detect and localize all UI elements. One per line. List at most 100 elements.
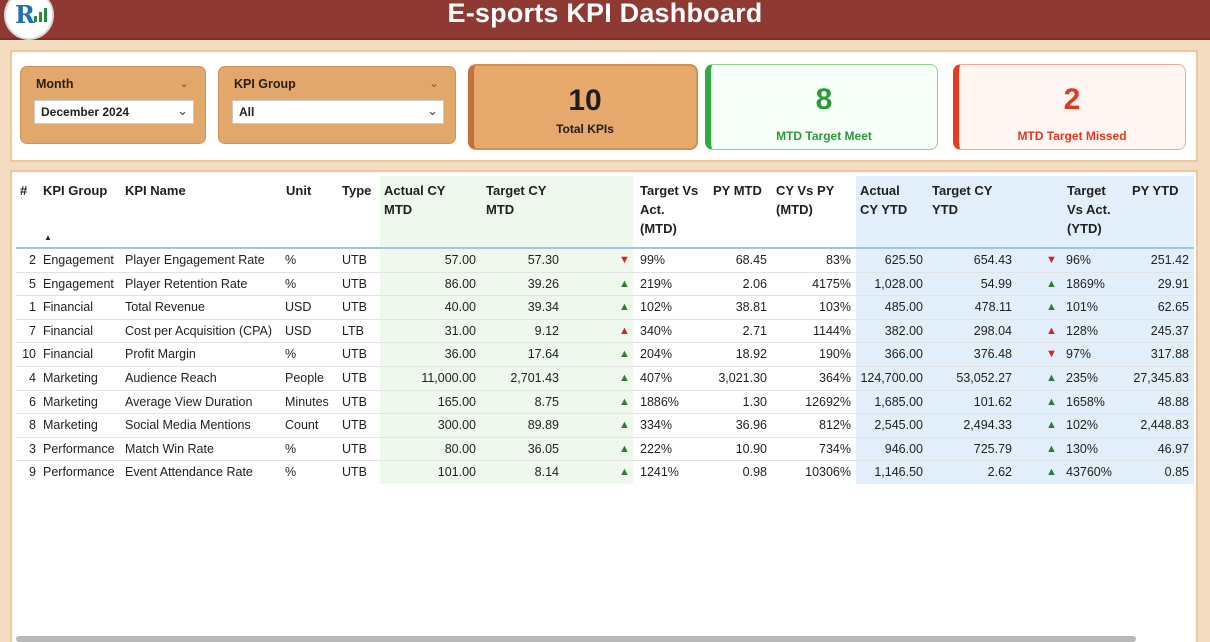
- cell-target-vs-act-mtd: 1241%: [640, 465, 679, 480]
- cell-actual-cy-ytd: 946.00: [884, 441, 923, 456]
- table-row[interactable]: 5 Engagement Player Retention Rate% UTB 86.0…: [16, 273, 1194, 297]
- cell-py-ytd: 317.88: [1150, 347, 1189, 362]
- cell-py-mtd: 3,021.30: [718, 370, 767, 385]
- cell-py-ytd: 27,345.83: [1133, 370, 1189, 385]
- cell-kpi-name: Player Retention Rate: [125, 276, 248, 291]
- col-header-target-vs-act-ytd[interactable]: Target Vs Act. (YTD): [1067, 183, 1111, 236]
- cell-type: UTB: [342, 370, 367, 385]
- table-row[interactable]: 3 Performance Match Win Rate% UTB 80.00 36.05…: [16, 438, 1194, 462]
- cell-unit: People: [285, 370, 324, 385]
- up-arrow-icon: ▲: [1046, 442, 1057, 455]
- col-header-kpi-group[interactable]: KPI Group: [43, 183, 108, 198]
- cell-target-cy-mtd: 39.34: [527, 300, 559, 315]
- cell-target-vs-act-ytd: 130%: [1066, 441, 1098, 456]
- cell-target-vs-act-ytd: 1658%: [1066, 394, 1105, 409]
- up-arrow-icon: ▲: [1046, 466, 1057, 479]
- cell-cy-vs-py-mtd: 4175%: [812, 276, 851, 291]
- month-slicer[interactable]: Month ⌄ December 2024 ⌄: [20, 66, 206, 144]
- cell-actual-cy-ytd: 2,545.00: [874, 418, 923, 433]
- cell-py-mtd: 38.81: [735, 300, 767, 315]
- col-header-target-cy-mtd[interactable]: Target CY MTD: [486, 183, 547, 217]
- cell-py-ytd: 29.91: [1157, 276, 1189, 291]
- cell-kpi-name: Event Attendance Rate: [125, 465, 253, 480]
- up-arrow-icon: ▲: [1046, 371, 1057, 384]
- col-header-actual-cy-mtd[interactable]: Actual CY MTD: [384, 183, 446, 217]
- cell-target-cy-ytd: 2.62: [987, 465, 1012, 480]
- table-row[interactable]: 1 Financial Total Revenue USD UTB 40.00 39.34 ▲…: [16, 296, 1194, 320]
- cell-py-mtd: 36.96: [735, 418, 767, 433]
- cell-type: UTB: [342, 465, 367, 480]
- cell-target-cy-mtd: 8.75: [534, 394, 559, 409]
- cell-target-vs-act-ytd: 97%: [1066, 347, 1092, 362]
- cell-target-vs-act-mtd: 102%: [640, 300, 672, 315]
- cell-type: UTB: [342, 276, 367, 291]
- col-header-actual-cy-ytd[interactable]: Actual CY YTD: [860, 183, 908, 217]
- cell-target-cy-ytd: 654.43: [973, 253, 1012, 267]
- cell-target-cy-mtd: 17.64: [527, 347, 559, 362]
- cell-actual-cy-ytd: 1,685.00: [874, 394, 923, 409]
- cell-kpi-group: Marketing: [43, 394, 98, 409]
- cell-unit: Count: [285, 418, 319, 433]
- cell-target-vs-act-mtd: 407%: [640, 370, 672, 385]
- cell-type: UTB: [342, 394, 367, 409]
- cell-actual-cy-ytd: 366.00: [884, 347, 923, 362]
- cell-cy-vs-py-mtd: 83%: [825, 253, 851, 267]
- col-header-target-vs-act-mtd[interactable]: Target Vs Act. (MTD): [640, 183, 699, 236]
- kpi-group-slicer-label: KPI Group: [234, 77, 296, 91]
- cell-actual-cy-mtd: 31.00: [444, 323, 476, 338]
- kpi-group-dropdown[interactable]: All ⌄: [232, 100, 444, 124]
- col-header-py-ytd[interactable]: PY YTD: [1132, 183, 1179, 198]
- mtd-target-meet-label: MTD Target Meet: [776, 129, 872, 143]
- cell-actual-cy-mtd: 86.00: [444, 276, 476, 291]
- cell-kpi-name: Profit Margin: [125, 347, 196, 362]
- cell-actual-cy-mtd: 11,000.00: [421, 370, 476, 385]
- mtd-target-missed-label: MTD Target Missed: [1017, 129, 1127, 143]
- cell-kpi-name: Average View Duration: [125, 394, 253, 409]
- table-row[interactable]: 2 Engagement Player Engagement Rate% UTB 57.…: [16, 249, 1194, 273]
- cell-actual-cy-ytd: 1,028.00: [874, 276, 923, 291]
- bar-chart-icon: [34, 6, 47, 22]
- up-arrow-icon: ▲: [1046, 301, 1057, 314]
- table-row[interactable]: 8 Marketing Social Media Mentions Count UTB 3…: [16, 414, 1194, 438]
- col-header-cy-vs-py-mtd[interactable]: CY Vs PY (MTD): [776, 183, 835, 217]
- cell-py-mtd: 2.71: [742, 323, 767, 338]
- cell-kpi-group: Engagement: [43, 253, 114, 267]
- table-row[interactable]: 10 Financial Profit Margin% UTB 36.00 17.64 ▲ 2…: [16, 343, 1194, 367]
- cell-target-vs-act-mtd: 340%: [640, 323, 672, 338]
- cell-kpi-name: Cost per Acquisition (CPA): [125, 323, 273, 338]
- table-row[interactable]: 6 Marketing Average View Duration Minutes UT…: [16, 391, 1194, 415]
- cell-target-vs-act-ytd: 43760%: [1066, 465, 1112, 480]
- table-row[interactable]: 7 Financial Cost per Acquisition (CPA) USD L…: [16, 320, 1194, 344]
- col-header-py-mtd[interactable]: PY MTD: [713, 183, 762, 198]
- sort-ascending-icon[interactable]: ▲: [44, 233, 52, 242]
- cell-unit: USD: [285, 300, 312, 315]
- up-arrow-icon: ▲: [619, 442, 630, 455]
- cell-kpi-name: Player Engagement Rate: [125, 253, 265, 267]
- col-header-target-cy-ytd[interactable]: Target CY YTD: [932, 183, 993, 217]
- month-dropdown[interactable]: December 2024 ⌄: [34, 100, 194, 124]
- chevron-down-icon[interactable]: ⌄: [179, 76, 190, 90]
- cell-target-cy-ytd: 54.99: [980, 276, 1012, 291]
- up-arrow-icon: ▲: [1046, 395, 1057, 408]
- down-arrow-icon: ▼: [1046, 254, 1057, 266]
- chevron-down-icon[interactable]: ⌄: [429, 76, 440, 90]
- dashboard-header: R E-sports KPI Dashboard: [0, 0, 1210, 40]
- cell-num: 1: [29, 300, 36, 315]
- total-kpis-label: Total KPIs: [556, 122, 614, 136]
- dropdown-arrow-icon[interactable]: ⌄: [177, 103, 188, 118]
- kpi-group-slicer[interactable]: KPI Group ⌄ All ⌄: [218, 66, 456, 144]
- mtd-target-missed-card: 2 MTD Target Missed: [953, 64, 1186, 150]
- col-header-type[interactable]: Type: [342, 183, 372, 198]
- cell-kpi-group: Performance: [43, 465, 115, 480]
- cell-cy-vs-py-mtd: 10306%: [805, 465, 851, 480]
- col-header-num[interactable]: #: [20, 183, 28, 198]
- col-header-unit[interactable]: Unit: [286, 183, 312, 198]
- table-row[interactable]: 4 Marketing Audience Reach People UTB 11,000.…: [16, 367, 1194, 391]
- col-header-kpi-name[interactable]: KPI Name: [125, 183, 186, 198]
- cell-target-vs-act-mtd: 334%: [640, 418, 672, 433]
- table-row[interactable]: 9 Performance Event Attendance Rate% UTB 101…: [16, 461, 1194, 485]
- horizontal-scrollbar[interactable]: [16, 636, 1136, 642]
- cell-target-cy-mtd: 9.12: [534, 323, 559, 338]
- dropdown-arrow-icon[interactable]: ⌄: [427, 103, 438, 118]
- cell-py-ytd: 48.88: [1157, 394, 1189, 409]
